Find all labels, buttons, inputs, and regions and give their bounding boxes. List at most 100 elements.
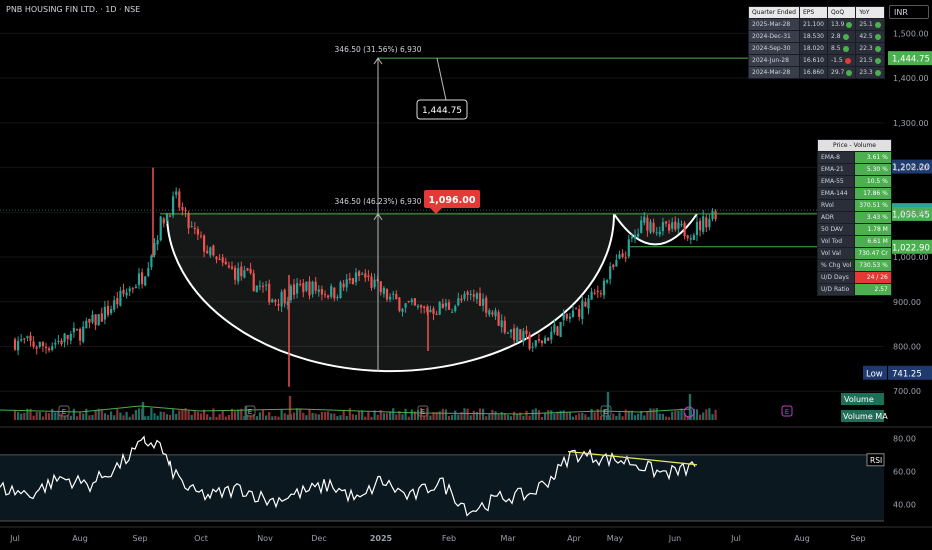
candle-body	[677, 222, 680, 229]
candle-body	[537, 338, 540, 341]
volume-bar	[413, 411, 416, 420]
volume-bar	[212, 408, 215, 420]
candle-body	[395, 294, 398, 300]
candle-body	[562, 314, 565, 321]
candle-body	[478, 293, 482, 306]
candle-body	[556, 326, 559, 336]
candle-body	[544, 337, 547, 344]
volume-bar	[243, 415, 246, 420]
candle-body	[692, 235, 695, 240]
candle-body	[525, 330, 528, 334]
candle-body	[609, 266, 612, 280]
volume-bar	[17, 412, 20, 420]
eps-cell: 16.610	[799, 54, 828, 67]
volume-bar	[677, 410, 680, 420]
volume-bar	[683, 412, 686, 420]
candle-body	[277, 304, 280, 306]
candle-body	[599, 293, 602, 295]
volume-bar	[516, 413, 519, 420]
currency-selector[interactable]: INR	[889, 5, 929, 19]
volume-bar	[661, 413, 664, 420]
candle-body	[379, 281, 382, 292]
candle-body	[689, 237, 692, 240]
candle-body	[547, 337, 550, 341]
volume-bar	[230, 408, 234, 420]
pv-value-cell: 6.61 M	[854, 235, 892, 248]
candle-body	[612, 264, 615, 268]
candle-body	[110, 309, 113, 314]
volume-bar	[503, 413, 506, 420]
volume-bar	[534, 408, 537, 420]
candle-body	[137, 273, 141, 285]
candle-body	[243, 270, 246, 278]
volume-bar	[674, 410, 677, 420]
pv-header-row: Price - Volume	[817, 139, 892, 152]
earnings-marker-text: E	[785, 408, 789, 416]
candle-body	[85, 320, 88, 329]
candle-body	[513, 328, 516, 341]
x-tick-label: Oct	[194, 534, 208, 543]
candle-body	[193, 227, 196, 230]
candle-body	[568, 316, 571, 319]
eps-header-cell: YoY	[855, 6, 885, 19]
candle-body	[240, 266, 243, 277]
volume-tag-bg	[841, 393, 884, 405]
volume-bar	[407, 416, 410, 420]
candle-body	[215, 256, 218, 260]
volume-bar	[395, 414, 398, 420]
candle-body	[392, 293, 395, 295]
candle-body	[113, 300, 116, 310]
volume-ma-tag-text: Volume MA	[843, 412, 888, 421]
pv-label-cell: ADR	[816, 211, 856, 224]
candle-body	[695, 221, 699, 236]
volume-bar	[410, 409, 413, 420]
pv-value-cell: 10.5 %	[854, 175, 892, 188]
price-label-bg	[888, 239, 932, 254]
volume-bar	[364, 416, 367, 420]
volume-bar	[584, 414, 587, 420]
volume-bar	[497, 414, 500, 420]
volume-bar	[237, 409, 240, 420]
candle-body	[314, 281, 317, 291]
volume-bar	[571, 416, 575, 420]
candle-body	[348, 278, 351, 281]
candle-body	[280, 291, 283, 307]
cup-pattern	[166, 213, 698, 373]
volume-bar	[612, 413, 615, 420]
candle-body	[181, 206, 184, 210]
volume-bar	[513, 411, 516, 420]
candle-body	[125, 292, 128, 296]
candle-body	[463, 293, 466, 299]
volume-bar	[404, 408, 407, 420]
volume-bar	[562, 410, 565, 420]
candle-body	[683, 222, 686, 237]
eps-cell: 18.530	[799, 30, 828, 43]
candle-body	[664, 221, 668, 224]
candle-body	[358, 271, 361, 277]
trend-dot-icon	[874, 33, 881, 40]
volume-bar	[296, 408, 299, 420]
volume-bar	[389, 411, 392, 420]
candle-body	[75, 328, 79, 330]
x-tick-label: 2025	[370, 534, 393, 543]
candle-body	[646, 217, 649, 231]
candle-body	[404, 303, 407, 308]
volume-bar	[714, 409, 717, 420]
volume-bar	[175, 413, 178, 420]
volume-bar	[485, 416, 488, 420]
volume-bar	[224, 416, 227, 420]
volume-bar	[209, 416, 212, 420]
candle-body	[82, 326, 85, 342]
volume-bar	[590, 408, 593, 420]
volume-bar	[97, 408, 100, 420]
pv-label-cell: 50 DAV	[816, 223, 856, 236]
candle-body	[159, 216, 162, 241]
candle-body	[451, 311, 454, 313]
pv-value-cell: 730.47 Cr	[854, 247, 892, 260]
rsi-tag-bg	[866, 453, 885, 467]
candle-body	[292, 284, 296, 295]
candle-body	[389, 296, 392, 300]
eps-cell: 2024-Mar-28	[748, 66, 800, 79]
volume-bar	[265, 415, 268, 420]
